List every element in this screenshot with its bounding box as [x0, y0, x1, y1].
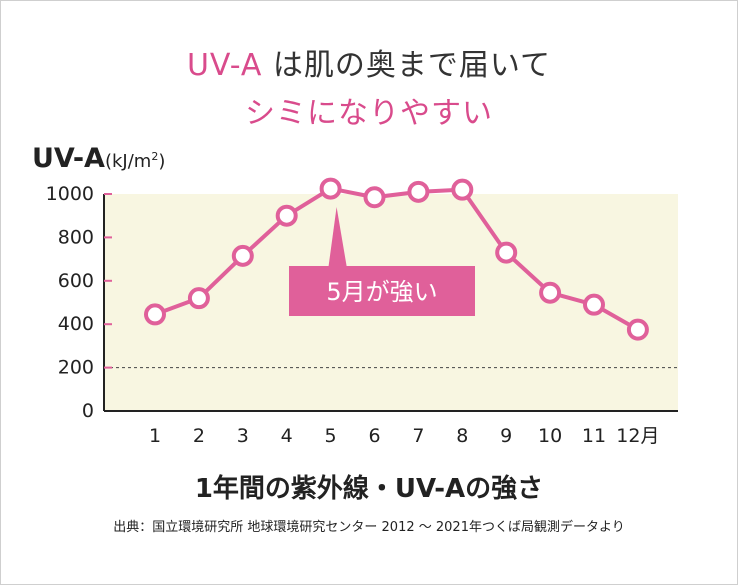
- y-tick-label: 800: [58, 226, 94, 248]
- title-accent: UV-A: [186, 48, 263, 83]
- y-axis-label-main: UV-A: [32, 143, 105, 174]
- x-tick-label: 7: [412, 425, 424, 447]
- data-point: [275, 204, 298, 227]
- y-tick-label: 1000: [46, 183, 94, 205]
- x-tick-label: 5: [325, 425, 337, 447]
- y-axis-unit-text: (kJ/m: [104, 151, 152, 172]
- x-tick-label: 1: [149, 425, 161, 447]
- x-tick-label: 2: [193, 425, 205, 447]
- data-point: [187, 287, 210, 310]
- x-tick-label: 6: [368, 425, 380, 447]
- data-point: [363, 186, 386, 209]
- y-axis-label: UV-A(kJ/m2): [32, 143, 165, 174]
- data-point: [539, 281, 562, 304]
- data-point: [583, 293, 605, 316]
- data-point: [451, 178, 474, 201]
- y-tick-label: 400: [58, 313, 94, 335]
- callout-pointer: [328, 207, 347, 266]
- callout-label: 5月が強い: [326, 278, 437, 306]
- x-tick-label: 9: [500, 425, 512, 447]
- x-tick-label: 11: [582, 425, 606, 447]
- y-tick-label: 600: [58, 270, 94, 292]
- y-tick-label: 0: [82, 400, 94, 422]
- data-point: [319, 177, 342, 200]
- chart-caption: 1年間の紫外線・UV-Aの強さ: [194, 474, 544, 504]
- source-note: 出典：国立環境研究所 地球環境研究センター 2012 ～ 2021年つくば局観測…: [113, 520, 625, 535]
- x-tick-label: 3: [237, 425, 249, 447]
- data-point: [495, 241, 518, 264]
- data-point: [231, 244, 254, 267]
- data-point: [626, 318, 649, 341]
- y-axis-unit: (kJ/m2): [104, 150, 166, 172]
- x-tick-label: 4: [281, 425, 293, 447]
- x-tick-label: 12月: [616, 425, 659, 447]
- data-point: [144, 303, 166, 326]
- chart-title-line1: UV-A は肌の奥まで届いて: [0, 40, 738, 84]
- y-tick-label: 200: [58, 357, 94, 379]
- callout-box: [289, 266, 475, 316]
- chart-title-line2: シミになりやすい: [245, 96, 493, 131]
- data-point: [407, 180, 430, 203]
- x-tick-label: 8: [456, 425, 468, 447]
- title-rest: は肌の奥まで届いて: [262, 48, 552, 83]
- x-tick-label: 10: [538, 425, 562, 447]
